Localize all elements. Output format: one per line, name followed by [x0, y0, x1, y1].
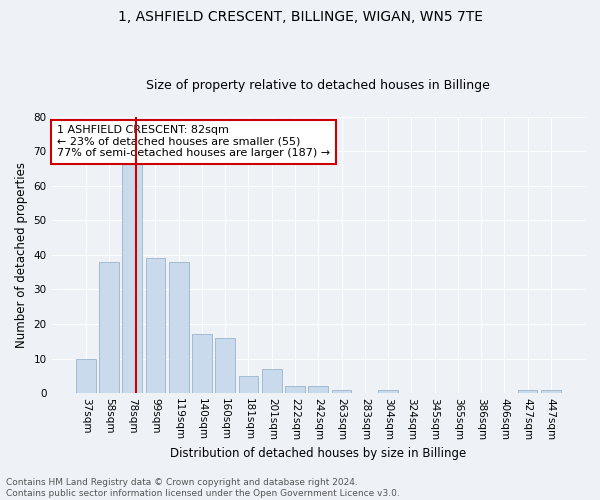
Bar — [99, 262, 119, 393]
Bar — [285, 386, 305, 393]
Bar — [215, 338, 235, 393]
Bar — [192, 334, 212, 393]
Bar — [146, 258, 166, 393]
Bar — [169, 262, 188, 393]
Bar — [332, 390, 352, 393]
Bar — [378, 390, 398, 393]
Title: Size of property relative to detached houses in Billinge: Size of property relative to detached ho… — [146, 79, 490, 92]
Text: 1, ASHFIELD CRESCENT, BILLINGE, WIGAN, WN5 7TE: 1, ASHFIELD CRESCENT, BILLINGE, WIGAN, W… — [118, 10, 482, 24]
Text: 1 ASHFIELD CRESCENT: 82sqm
← 23% of detached houses are smaller (55)
77% of semi: 1 ASHFIELD CRESCENT: 82sqm ← 23% of deta… — [57, 125, 330, 158]
Bar — [239, 376, 259, 393]
Bar — [308, 386, 328, 393]
Y-axis label: Number of detached properties: Number of detached properties — [15, 162, 28, 348]
Bar — [76, 358, 95, 393]
X-axis label: Distribution of detached houses by size in Billinge: Distribution of detached houses by size … — [170, 447, 466, 460]
Bar — [122, 134, 142, 393]
Text: Contains HM Land Registry data © Crown copyright and database right 2024.
Contai: Contains HM Land Registry data © Crown c… — [6, 478, 400, 498]
Bar — [541, 390, 561, 393]
Bar — [262, 369, 281, 393]
Bar — [518, 390, 538, 393]
